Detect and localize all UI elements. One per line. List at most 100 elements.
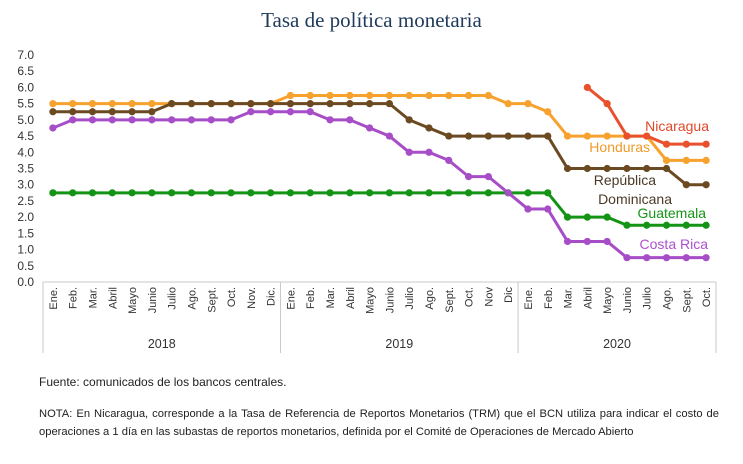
- x-tick-label: Sept.: [681, 287, 693, 313]
- data-point: [108, 116, 116, 124]
- data-point: [148, 100, 156, 108]
- data-point: [603, 164, 611, 173]
- data-point: [326, 116, 334, 124]
- x-tick-label: Dic: [503, 287, 515, 303]
- data-point: [326, 91, 334, 100]
- data-point: [405, 148, 413, 156]
- x-tick-label: Julio: [167, 287, 179, 310]
- y-tick-label: 5.0: [17, 113, 34, 127]
- data-point: [682, 254, 690, 262]
- series-label: República: [594, 172, 656, 188]
- data-point: [346, 189, 354, 197]
- data-point: [623, 254, 631, 262]
- data-point: [603, 100, 611, 108]
- x-tick-label: Mayo: [365, 287, 377, 314]
- data-point: [583, 83, 591, 92]
- data-point: [524, 189, 532, 197]
- data-point: [49, 100, 57, 108]
- data-point: [504, 132, 512, 140]
- chart-title: Tasa de política monetaria: [261, 8, 482, 32]
- data-point: [88, 116, 97, 124]
- data-point: [366, 91, 374, 100]
- year-label: 2019: [385, 337, 413, 351]
- data-point: [69, 189, 77, 197]
- x-tick-label: Ago.: [424, 287, 436, 310]
- x-tick-label: Ene.: [48, 287, 60, 310]
- data-point: [425, 124, 433, 132]
- data-point: [286, 108, 295, 116]
- data-point: [425, 91, 433, 100]
- data-point: [69, 116, 77, 124]
- data-point: [385, 189, 393, 197]
- series-label: Nicaragua: [645, 118, 709, 134]
- data-point: [128, 108, 136, 116]
- data-point: [227, 189, 235, 197]
- data-point: [603, 132, 611, 140]
- data-point: [207, 116, 215, 124]
- x-tick-label: Mayo: [127, 287, 139, 314]
- data-point: [207, 100, 215, 108]
- data-point: [702, 181, 710, 189]
- x-tick-label: Feb.: [305, 287, 317, 309]
- data-point: [544, 189, 552, 197]
- data-point: [227, 116, 235, 124]
- x-tick-label: Oct.: [464, 287, 476, 307]
- series-label: Costa Rica: [640, 236, 709, 252]
- y-tick-label: 3.5: [17, 162, 34, 176]
- x-tick-label: Ago.: [662, 287, 674, 310]
- series-line-honduras: [52, 94, 707, 162]
- x-tick-label: Abril: [107, 287, 119, 309]
- data-point: [366, 189, 374, 197]
- y-tick-label: 4.0: [17, 145, 34, 159]
- data-point: [702, 221, 710, 229]
- data-point: [128, 116, 136, 124]
- data-point: [524, 132, 532, 140]
- data-point: [49, 124, 57, 132]
- data-point: [464, 91, 473, 100]
- x-tick-label: Mar.: [87, 287, 99, 308]
- data-point: [643, 132, 651, 140]
- data-point: [306, 91, 314, 100]
- x-tick-label: Oct.: [701, 287, 713, 307]
- data-point: [405, 91, 413, 100]
- data-point: [187, 116, 196, 124]
- series-label: Dominicana: [598, 191, 672, 207]
- data-point: [346, 91, 354, 100]
- data-point: [662, 164, 671, 173]
- data-point: [88, 100, 97, 108]
- data-point: [702, 140, 710, 148]
- data-point: [662, 156, 671, 164]
- x-tick-label: Mar.: [563, 287, 575, 308]
- data-point: [405, 116, 413, 124]
- data-point: [148, 108, 156, 116]
- data-point: [405, 189, 413, 197]
- data-point: [623, 132, 631, 140]
- data-point: [306, 189, 314, 197]
- x-tick-label: Dic.: [266, 287, 278, 306]
- data-point: [544, 132, 552, 140]
- data-point: [168, 116, 176, 124]
- data-point: [603, 213, 611, 221]
- x-tick-label: Ene.: [523, 287, 535, 310]
- data-point: [148, 116, 156, 124]
- data-point: [267, 108, 275, 116]
- y-tick-label: 6.0: [17, 80, 34, 94]
- data-point: [306, 108, 314, 116]
- data-point: [247, 100, 255, 108]
- y-tick-label: 3.0: [17, 178, 34, 192]
- data-point: [484, 132, 492, 140]
- x-tick-label: Feb.: [543, 287, 555, 309]
- data-point: [148, 189, 156, 197]
- data-point: [623, 164, 631, 173]
- data-point: [643, 164, 651, 173]
- data-point: [583, 164, 591, 173]
- x-tick-label: Junio: [622, 287, 634, 313]
- x-tick-label: Ago.: [186, 287, 198, 310]
- data-point: [583, 132, 591, 140]
- data-point: [168, 189, 176, 197]
- data-point: [464, 132, 473, 140]
- series-line-guatemala: [52, 191, 707, 227]
- y-tick-label: 7.0: [17, 48, 34, 62]
- data-point: [128, 189, 136, 197]
